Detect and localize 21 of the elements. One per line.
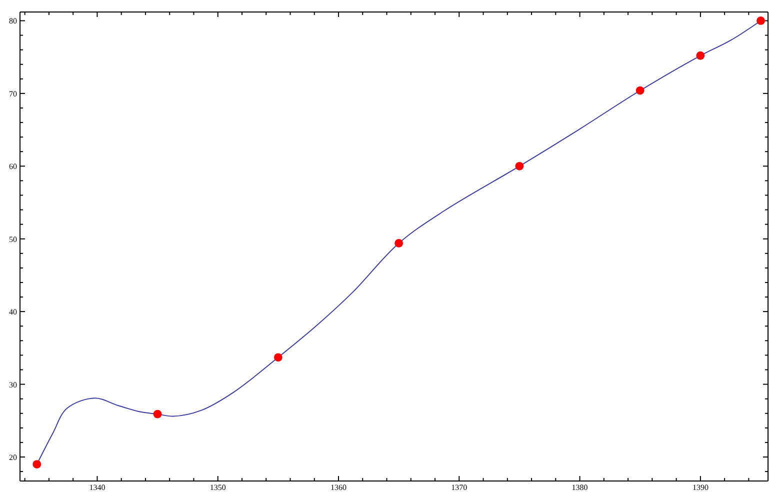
y-tick-label: 40 [9,308,17,317]
x-tick-label: 1380 [572,483,588,492]
y-tick-label: 50 [9,234,17,244]
x-tick-label: 1340 [89,483,106,492]
x-tick-label: 1350 [210,483,226,492]
x-tick-label: 1370 [451,483,468,492]
x-tick-label: 1360 [330,483,347,492]
point [274,353,282,362]
y-tick-label: 60 [9,162,17,172]
point [636,86,644,95]
y-tick-label: 80 [9,16,17,26]
point [394,239,404,248]
y-tick-label: 30 [9,380,17,390]
point [32,460,42,468]
y-tick-label: 20 [9,453,17,462]
point [153,410,162,418]
x-tick-label: 1390 [692,483,708,492]
point [515,162,524,170]
y-tick-label: 70 [9,89,17,98]
point [696,51,705,60]
point [756,16,765,25]
